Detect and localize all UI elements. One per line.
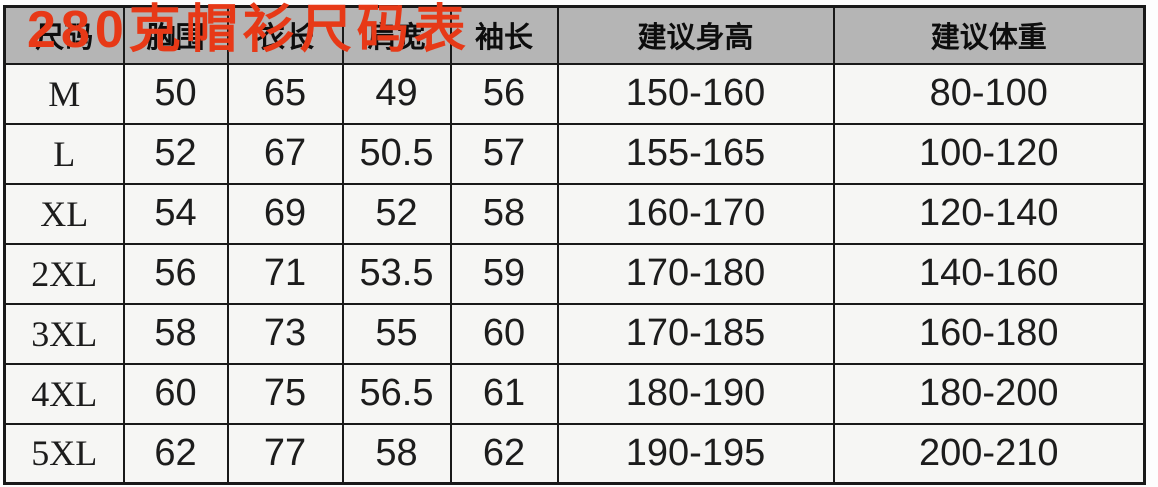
value-cell: 52 [341,182,452,245]
value-cell: 56 [122,242,229,305]
size-chart-table: 尺码 胸围 衣长 肩宽 袖长 建议身高 建议体重 M 50 65 49 56 150-160 80-10… [3,5,1146,485]
header-cell: 袖长 [449,5,559,65]
value-cell: 58 [341,422,452,485]
value-cell: 50.5 [341,122,452,185]
value-cell: 56 [449,62,559,125]
value-cell: 71 [226,242,344,305]
value-cell: 80-100 [832,62,1146,125]
table-row: 5XL 62 77 58 62 190-195 200-210 [3,422,1146,485]
header-cell: 尺码 [3,5,125,65]
table-row: XL 54 69 52 58 160-170 120-140 [3,182,1146,245]
value-cell: 180-190 [556,362,835,425]
size-cell: 5XL [3,422,125,485]
header-cell: 建议身高 [556,5,835,65]
value-cell: 200-210 [832,422,1146,485]
table-row: 3XL 58 73 55 60 170-185 160-180 [3,302,1146,365]
table-head: 尺码 胸围 衣长 肩宽 袖长 建议身高 建议体重 [3,5,1146,65]
value-cell: 55 [341,302,452,365]
value-cell: 69 [226,182,344,245]
value-cell: 49 [341,62,452,125]
header-cell: 胸围 [122,5,229,65]
header-row: 尺码 胸围 衣长 肩宽 袖长 建议身高 建议体重 [3,5,1146,65]
size-cell: M [3,62,125,125]
table-row: 4XL 60 75 56.5 61 180-190 180-200 [3,362,1146,425]
value-cell: 77 [226,422,344,485]
value-cell: 50 [122,62,229,125]
value-cell: 58 [122,302,229,365]
value-cell: 150-160 [556,62,835,125]
value-cell: 160-180 [832,302,1146,365]
value-cell: 180-200 [832,362,1146,425]
size-cell: 2XL [3,242,125,305]
value-cell: 155-165 [556,122,835,185]
value-cell: 60 [449,302,559,365]
value-cell: 190-195 [556,422,835,485]
header-cell: 肩宽 [341,5,452,65]
value-cell: 62 [449,422,559,485]
value-cell: 65 [226,62,344,125]
table-row: L 52 67 50.5 57 155-165 100-120 [3,122,1146,185]
header-cell: 建议体重 [832,5,1146,65]
value-cell: 120-140 [832,182,1146,245]
value-cell: 58 [449,182,559,245]
table-row: 2XL 56 71 53.5 59 170-180 140-160 [3,242,1146,305]
size-cell: 3XL [3,302,125,365]
value-cell: 170-185 [556,302,835,365]
table-row: M 50 65 49 56 150-160 80-100 [3,62,1146,125]
value-cell: 52 [122,122,229,185]
header-cell: 衣长 [226,5,344,65]
table-body: M 50 65 49 56 150-160 80-100 L 52 67 50.5 57 155-165… [3,62,1146,485]
value-cell: 75 [226,362,344,425]
size-cell: 4XL [3,362,125,425]
value-cell: 62 [122,422,229,485]
value-cell: 56.5 [341,362,452,425]
value-cell: 53.5 [341,242,452,305]
value-cell: 57 [449,122,559,185]
size-cell: XL [3,182,125,245]
value-cell: 54 [122,182,229,245]
value-cell: 140-160 [832,242,1146,305]
value-cell: 59 [449,242,559,305]
value-cell: 61 [449,362,559,425]
value-cell: 67 [226,122,344,185]
value-cell: 100-120 [832,122,1146,185]
value-cell: 170-180 [556,242,835,305]
value-cell: 160-170 [556,182,835,245]
value-cell: 60 [122,362,229,425]
value-cell: 73 [226,302,344,365]
size-cell: L [3,122,125,185]
